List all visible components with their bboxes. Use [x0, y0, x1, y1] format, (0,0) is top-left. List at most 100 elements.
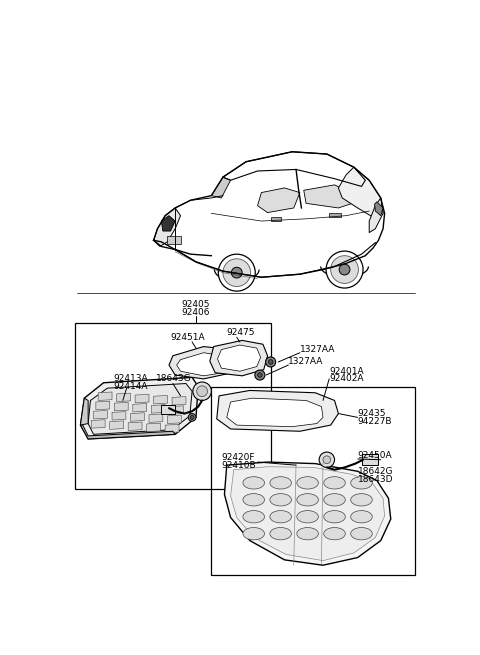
Circle shape	[218, 254, 255, 291]
Polygon shape	[304, 185, 352, 208]
Polygon shape	[131, 413, 144, 421]
Text: 92451A: 92451A	[170, 333, 205, 342]
Bar	[211, 386, 415, 575]
Ellipse shape	[270, 494, 291, 506]
Ellipse shape	[243, 510, 264, 523]
Polygon shape	[374, 202, 383, 215]
Polygon shape	[168, 415, 181, 424]
Ellipse shape	[324, 477, 345, 489]
Ellipse shape	[351, 527, 372, 540]
Ellipse shape	[351, 510, 372, 523]
Ellipse shape	[324, 527, 345, 540]
Ellipse shape	[270, 510, 291, 523]
Polygon shape	[94, 411, 108, 419]
Text: 18642G: 18642G	[358, 467, 393, 476]
Text: 92414A: 92414A	[114, 382, 148, 391]
Polygon shape	[154, 396, 168, 404]
Circle shape	[190, 415, 194, 419]
Text: 92401A: 92401A	[329, 367, 364, 376]
Text: 1327AA: 1327AA	[288, 358, 324, 366]
Polygon shape	[169, 346, 237, 379]
Bar	[161, 405, 175, 415]
Polygon shape	[88, 384, 192, 434]
Polygon shape	[165, 424, 179, 433]
Text: 92450A: 92450A	[358, 451, 392, 460]
Polygon shape	[147, 423, 160, 432]
Ellipse shape	[297, 477, 318, 489]
Polygon shape	[369, 198, 383, 233]
Circle shape	[258, 373, 262, 377]
Text: 92435: 92435	[358, 409, 386, 418]
Bar	[75, 324, 271, 489]
Polygon shape	[81, 398, 88, 425]
Bar	[168, 236, 181, 244]
Polygon shape	[117, 393, 131, 402]
Text: 94227B: 94227B	[358, 417, 392, 426]
Circle shape	[323, 456, 331, 464]
Ellipse shape	[243, 477, 264, 489]
Text: 92410B: 92410B	[221, 461, 256, 470]
Circle shape	[268, 360, 273, 364]
Polygon shape	[110, 421, 123, 429]
Polygon shape	[114, 402, 128, 411]
Circle shape	[255, 370, 265, 380]
Polygon shape	[170, 406, 184, 415]
Ellipse shape	[324, 510, 345, 523]
Bar	[271, 217, 281, 221]
Circle shape	[319, 452, 335, 468]
Text: 92475: 92475	[227, 328, 255, 337]
Text: 92420F: 92420F	[221, 453, 255, 462]
Polygon shape	[161, 215, 175, 231]
Ellipse shape	[297, 527, 318, 540]
Polygon shape	[81, 377, 198, 439]
Polygon shape	[96, 402, 110, 409]
Polygon shape	[225, 462, 391, 565]
Ellipse shape	[324, 494, 345, 506]
Polygon shape	[98, 392, 112, 400]
Ellipse shape	[243, 527, 264, 540]
Polygon shape	[112, 411, 126, 420]
Text: 1327AA: 1327AA	[300, 345, 335, 354]
Circle shape	[193, 382, 211, 400]
Text: 92413A: 92413A	[114, 375, 148, 383]
Polygon shape	[230, 466, 384, 561]
Text: 92405: 92405	[182, 301, 210, 309]
Text: 92402A: 92402A	[329, 375, 364, 383]
Polygon shape	[128, 422, 142, 430]
Text: 92406: 92406	[182, 309, 210, 317]
Polygon shape	[227, 398, 323, 426]
Ellipse shape	[351, 494, 372, 506]
Circle shape	[223, 259, 251, 286]
Polygon shape	[338, 167, 383, 217]
Polygon shape	[81, 425, 175, 439]
Circle shape	[331, 255, 359, 284]
Polygon shape	[135, 394, 149, 403]
Polygon shape	[177, 353, 228, 376]
Ellipse shape	[270, 527, 291, 540]
Polygon shape	[151, 405, 165, 413]
Polygon shape	[217, 345, 261, 371]
Bar	[329, 214, 341, 217]
Polygon shape	[217, 390, 338, 431]
Polygon shape	[258, 188, 300, 213]
Circle shape	[339, 264, 350, 275]
Circle shape	[197, 386, 207, 397]
Ellipse shape	[297, 510, 318, 523]
Text: 18643G: 18643G	[156, 375, 192, 383]
Ellipse shape	[297, 494, 318, 506]
Polygon shape	[133, 403, 147, 412]
Ellipse shape	[243, 494, 264, 506]
Polygon shape	[210, 341, 267, 376]
Ellipse shape	[351, 477, 372, 489]
Circle shape	[326, 251, 363, 288]
Bar	[361, 455, 378, 465]
Polygon shape	[211, 177, 230, 198]
Circle shape	[265, 357, 276, 367]
Text: 18643D: 18643D	[358, 474, 393, 483]
Circle shape	[188, 413, 196, 421]
Circle shape	[231, 267, 242, 278]
Ellipse shape	[270, 477, 291, 489]
Polygon shape	[149, 414, 163, 422]
Polygon shape	[172, 397, 186, 405]
Polygon shape	[154, 208, 180, 246]
